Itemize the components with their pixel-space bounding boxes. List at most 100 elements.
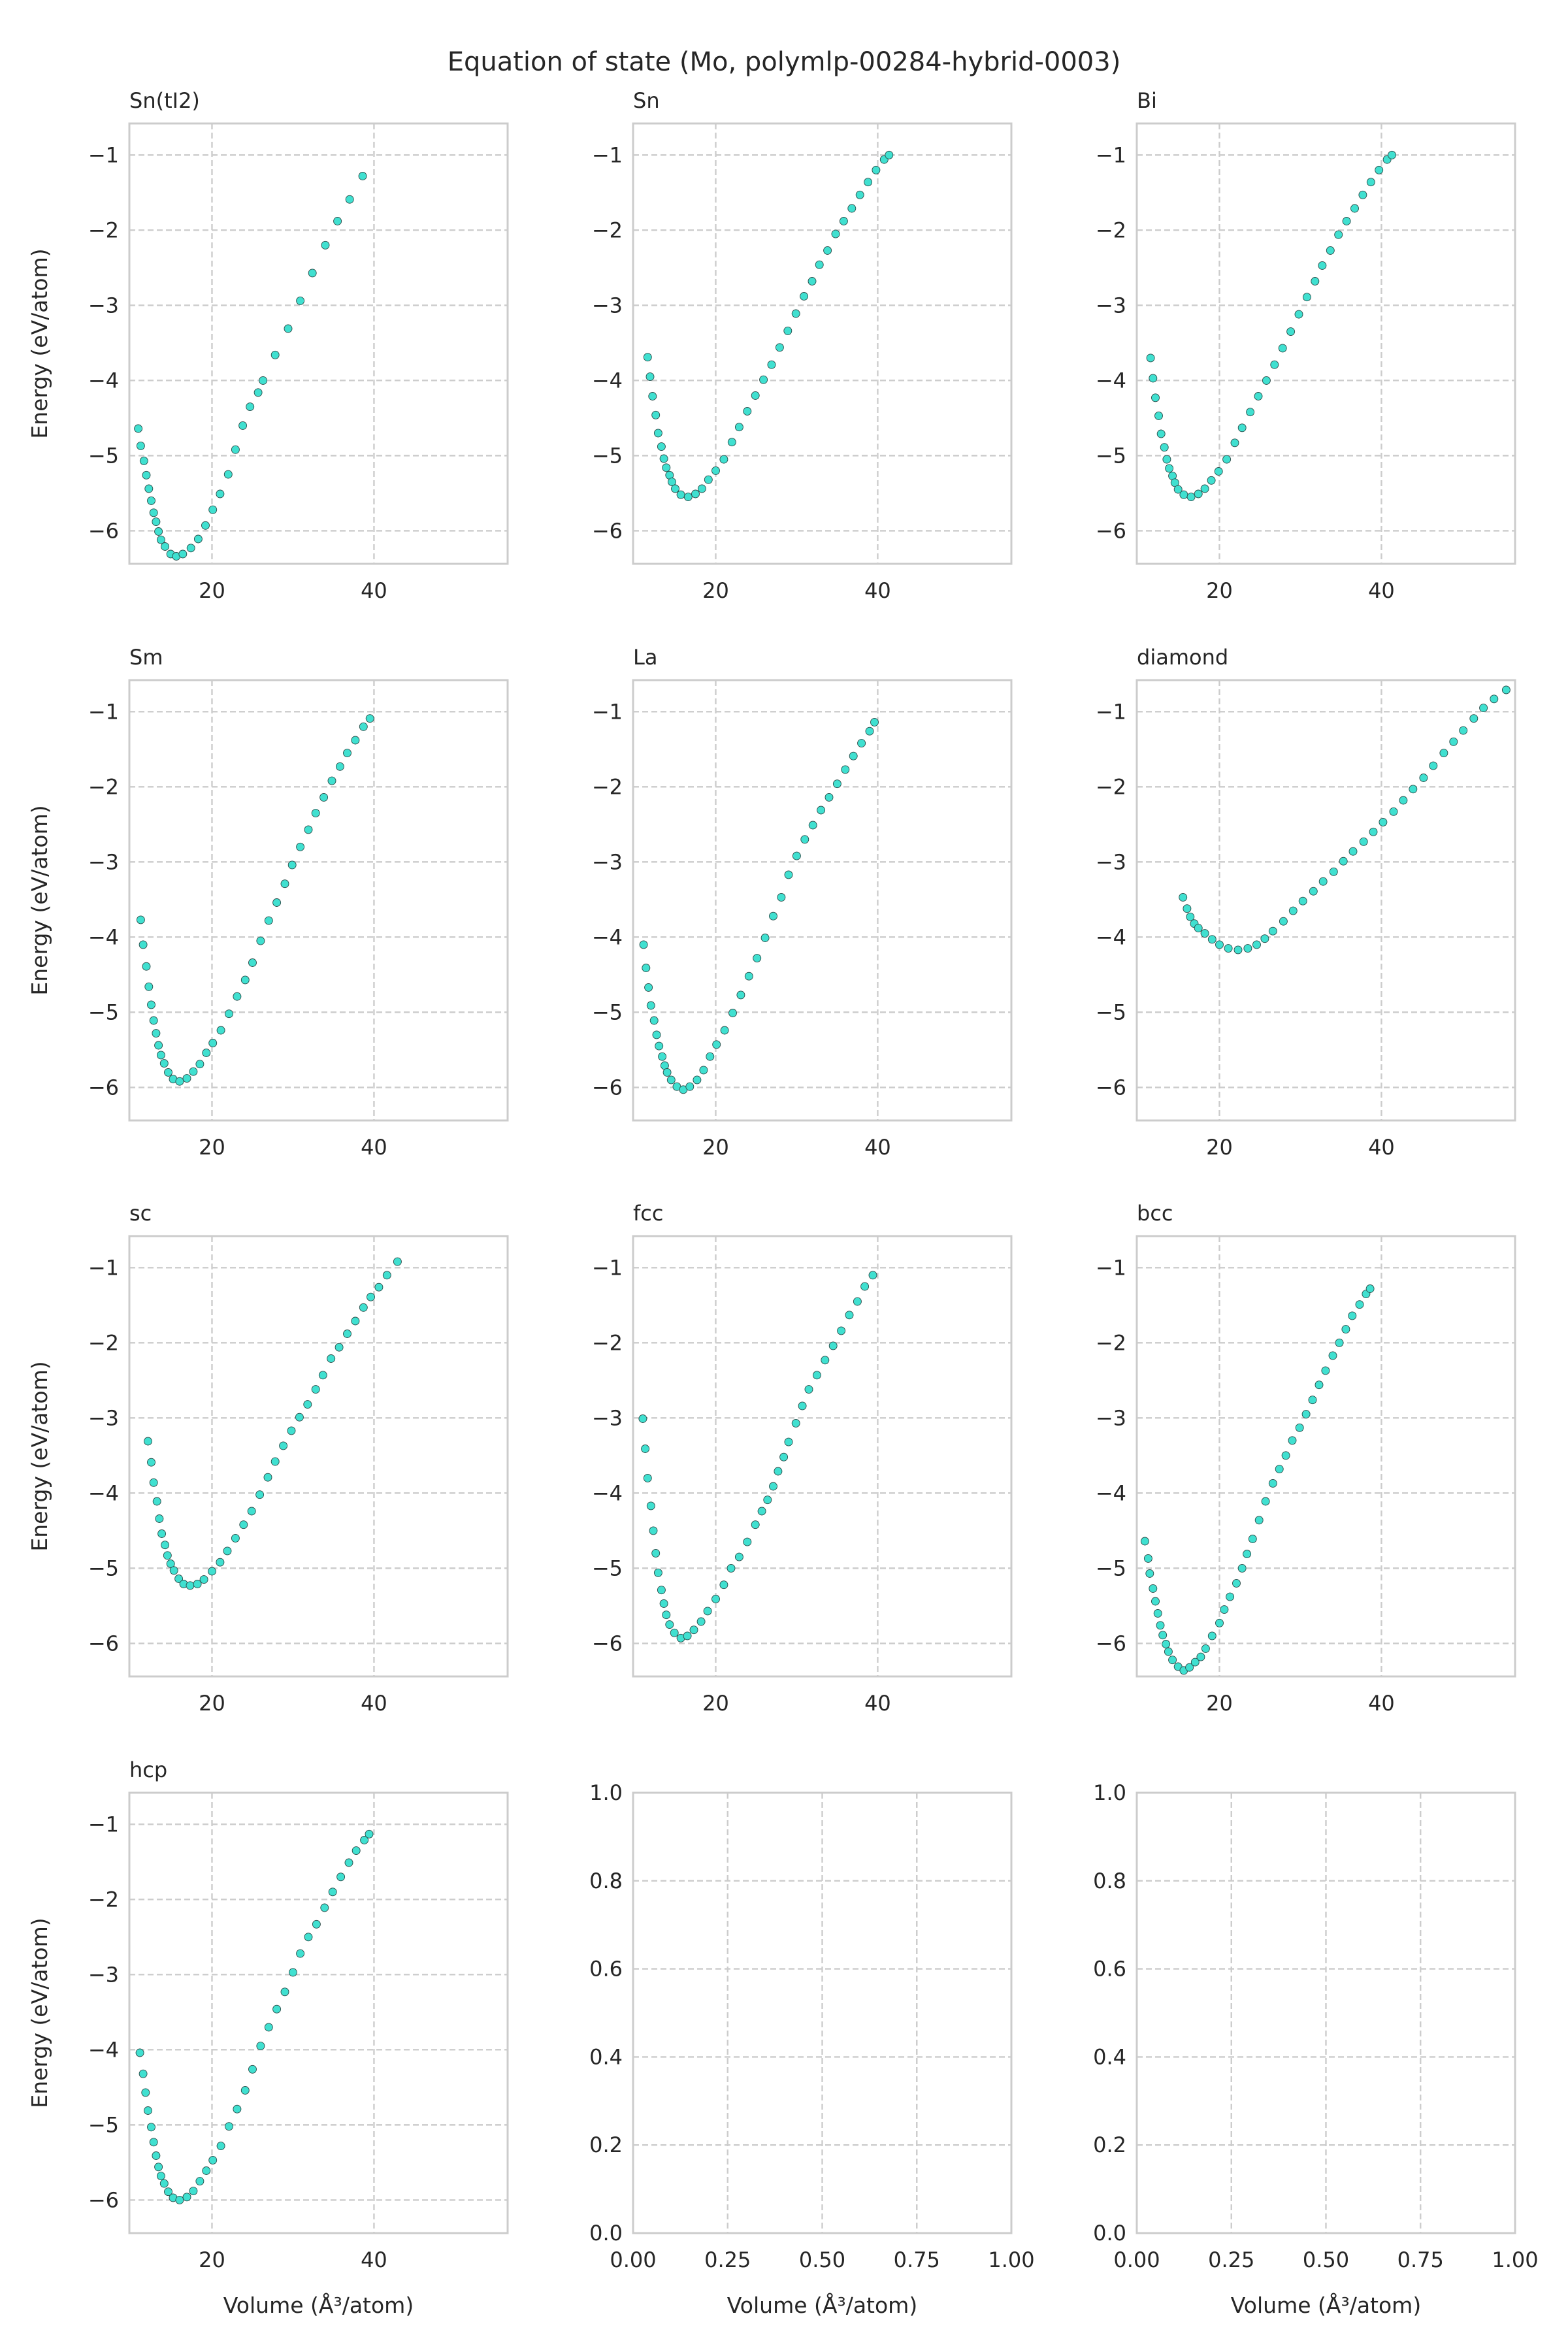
y-tick-label: −2 [1096, 774, 1126, 799]
y-tick-label: −4 [1096, 368, 1126, 393]
data-point [1288, 1436, 1297, 1445]
data-point [784, 870, 793, 879]
x-tick-label: 0.50 [799, 2247, 845, 2272]
data-point [760, 934, 770, 942]
data-point [743, 407, 752, 416]
y-tick-label: −2 [592, 1330, 623, 1355]
data-point [144, 484, 154, 493]
y-tick-label: −1 [1096, 1255, 1126, 1280]
data-point [1156, 429, 1166, 438]
data-point [808, 277, 817, 286]
data-point [642, 964, 651, 972]
y-tick-label: −4 [88, 368, 119, 393]
y-tick-label: −1 [88, 1812, 119, 1837]
data-point [253, 388, 263, 397]
data-point [360, 1836, 369, 1844]
data-point [1334, 230, 1343, 239]
data-point [1145, 1569, 1154, 1578]
x-axis-label: Volume (Å³/atom) [1231, 2292, 1421, 2318]
data-point [287, 860, 297, 870]
data-point [1350, 204, 1359, 213]
y-tick-label: −3 [1096, 293, 1126, 318]
data-point [1237, 423, 1247, 433]
y-tick-label: −2 [1096, 218, 1126, 242]
y-tick-label: −2 [1096, 1330, 1126, 1355]
data-point [156, 535, 165, 544]
data-point [1233, 945, 1243, 955]
subplot-title: Sm [129, 645, 163, 670]
data-point [719, 455, 728, 464]
data-point [1222, 455, 1232, 464]
data-point [239, 1520, 248, 1529]
data-point [1143, 1554, 1152, 1563]
y-tick-label: 1.0 [1093, 1780, 1126, 1805]
y-tick-label: −4 [88, 2037, 119, 2062]
data-point [164, 1068, 172, 1077]
data-point [149, 1016, 158, 1025]
data-point [1328, 1351, 1337, 1360]
data-point [683, 493, 693, 502]
data-point [1254, 392, 1263, 400]
data-point [662, 463, 671, 472]
y-tick-label: 0.2 [1093, 2132, 1126, 2157]
data-point [1275, 1465, 1284, 1474]
data-point [270, 350, 280, 359]
data-point [753, 954, 762, 963]
data-point [264, 2023, 273, 2032]
y-tick-label: −1 [592, 1255, 623, 1280]
data-point [1168, 1656, 1177, 1665]
data-point [1288, 906, 1298, 915]
data-point [154, 1041, 163, 1050]
y-tick-label: −5 [1096, 1556, 1126, 1580]
data-point [815, 260, 824, 269]
data-point [333, 217, 342, 225]
data-point [312, 1919, 321, 1929]
data-point [751, 391, 760, 400]
subplot-Sm: 20 40 −1 −2 −3 −4 −5 −6 Sm Energy (eV/atom) [27, 645, 509, 1160]
data-point [841, 765, 850, 774]
data-point [304, 825, 313, 834]
data-point [860, 1282, 870, 1291]
data-point [783, 326, 792, 335]
data-point [800, 292, 809, 301]
data-point [270, 1457, 280, 1466]
data-point [1419, 774, 1428, 782]
y-axis-label: Energy (eV/atom) [27, 248, 52, 438]
subplot-title: Sn [633, 88, 660, 113]
data-point [697, 484, 706, 493]
data-point [670, 1628, 679, 1637]
data-point [152, 517, 161, 527]
axes-border [1135, 122, 1516, 565]
data-point [831, 229, 840, 238]
subplot-empty-11: 0.00 0.25 0.50 0.75 1.00 0.0 0.2 0.4 0.6 0.8 1.0 Vo… [1093, 1780, 1539, 2318]
data-point [1261, 1497, 1270, 1506]
data-point [1302, 293, 1311, 302]
data-point [296, 842, 305, 851]
data-point [319, 792, 329, 802]
x-tick-label: 40 [361, 1135, 387, 1160]
data-point [1179, 490, 1188, 499]
data-point [1252, 940, 1261, 949]
subplot-title: Bi [1137, 88, 1157, 113]
subplot-title: bcc [1137, 1201, 1173, 1226]
data-point [1329, 867, 1338, 876]
data-point [734, 1552, 743, 1561]
subplot-title: sc [129, 1201, 152, 1226]
y-tick-label: −4 [1096, 924, 1126, 949]
data-point [769, 1482, 777, 1491]
data-point [223, 1546, 232, 1556]
data-point [1194, 489, 1203, 498]
x-tick-label: 0.25 [1208, 2247, 1254, 2272]
data-point [659, 1599, 668, 1608]
data-point [141, 2088, 150, 2097]
data-point [839, 217, 848, 225]
data-point [849, 751, 858, 760]
data-point [1186, 493, 1196, 502]
data-point [689, 1625, 698, 1635]
y-tick-label: −6 [592, 518, 623, 543]
data-point [696, 1617, 706, 1626]
x-tick-label: 40 [361, 2247, 387, 2272]
data-point [1294, 310, 1303, 319]
data-point [144, 982, 154, 991]
data-point [256, 2042, 265, 2051]
